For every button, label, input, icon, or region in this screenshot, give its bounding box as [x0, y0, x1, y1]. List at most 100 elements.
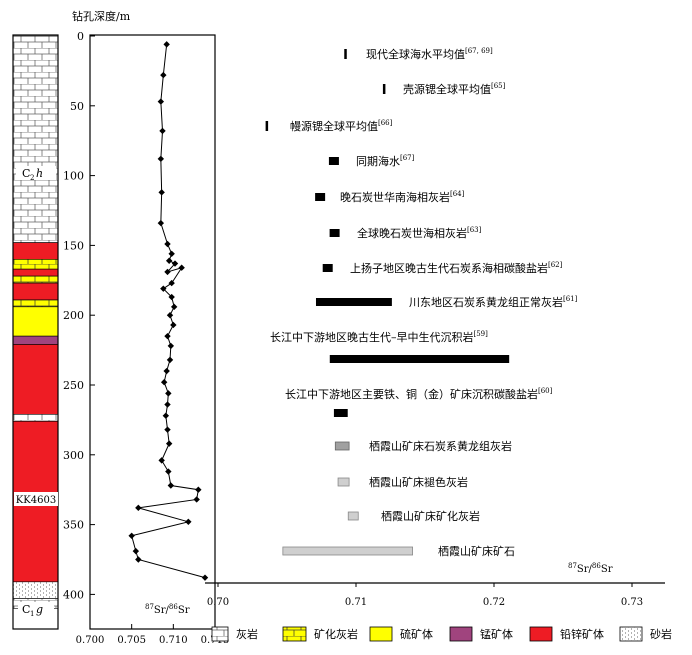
- profile-x-tick-label: 0.705: [117, 635, 146, 646]
- range-bar: [315, 193, 326, 201]
- sr-data-point: [159, 127, 166, 135]
- layer-mineralized-limestone: [12, 275, 59, 284]
- layer-pyrite-ore: [12, 306, 59, 337]
- range-bar: [322, 264, 333, 272]
- sr-data-point: [162, 412, 170, 419]
- depth-axis-title: 钻孔深度/m: [72, 9, 131, 23]
- borehole-id: KK4603: [16, 495, 56, 506]
- legend-swatch-lead-zinc-ore: [529, 626, 553, 642]
- sr-data-point: [185, 518, 192, 526]
- depth-tick-label: 400: [63, 588, 84, 601]
- range-bar: [315, 298, 392, 306]
- range-bars: [265, 49, 510, 556]
- range-bar: [337, 477, 350, 487]
- layer-lead-zinc-ore: [12, 344, 59, 415]
- sr-data-point: [193, 496, 200, 503]
- sr-data-point: [157, 219, 165, 227]
- borehole-label: KK4603: [14, 492, 58, 506]
- ranges-x-tick-label: 0.73: [621, 597, 643, 608]
- formation-upper-letter: C: [22, 167, 30, 180]
- ranges-x-tick-label: 0.70: [207, 597, 229, 608]
- sr-data-point: [165, 390, 172, 397]
- range-label: 壳源锶全球平均值[65]: [403, 82, 506, 96]
- range-bar: [265, 121, 269, 131]
- sr-data-point: [167, 482, 175, 489]
- sr-data-point: [171, 260, 179, 267]
- sr-data-point: [128, 532, 135, 539]
- sr-data-point: [168, 293, 175, 301]
- profile-x-tick-label: 0.710: [159, 635, 188, 646]
- range-label: 上扬子地区晚古生代石炭系海相碳酸盐岩[62]: [350, 261, 563, 275]
- legend-label: 铅锌矿体: [560, 627, 604, 641]
- sr-data-point: [178, 264, 185, 271]
- layer-mineralized-limestone: [12, 299, 59, 308]
- layer-lead-zinc-ore: [12, 282, 59, 301]
- sr-data-point: [157, 155, 165, 163]
- range-label: 晚石炭世华南海相灰岩[64]: [340, 190, 465, 204]
- legend-swatch-sandstone: [619, 626, 643, 642]
- sr-data-point: [166, 356, 174, 364]
- range-label: 栖霞山矿床矿化灰岩: [381, 509, 480, 523]
- layer-limestone: [12, 414, 59, 422]
- legend-swatch-pyrite-ore: [369, 626, 393, 642]
- sr-data-point: [164, 426, 171, 433]
- formation-lower-letter: C: [22, 603, 30, 616]
- sr-data-point: [166, 312, 174, 319]
- sr-data-point: [135, 556, 142, 563]
- sr-data-point: [165, 257, 173, 264]
- range-label: 栖霞山矿床矿石: [438, 544, 515, 558]
- legend-label: 矿化灰岩: [314, 627, 358, 641]
- sr-data-point: [164, 268, 171, 276]
- range-label: 全球晚石炭世海相灰岩[63]: [357, 226, 482, 240]
- legend-swatch-limestone: [211, 626, 229, 642]
- range-bar: [329, 229, 340, 237]
- layer-lead-zinc-ore: [12, 268, 59, 277]
- sr-data-point: [170, 303, 178, 311]
- sr-data-point: [158, 457, 165, 464]
- sr-depth-profile: 0 50 100 150 200 250 300 350 400 0.700 0.705 0.710…: [63, 30, 229, 646]
- sr-data-point: [158, 189, 165, 196]
- range-bar: [334, 441, 350, 451]
- formation-lower-sub: 1: [30, 610, 34, 618]
- depth-tick-label: 150: [63, 239, 84, 252]
- sr-data-point: [165, 468, 172, 475]
- lithology-legend: 灰岩 矿化灰岩 硫矿体 锰矿体 铅锌矿体 砂岩: [211, 626, 672, 642]
- sr-data-point: [195, 486, 202, 493]
- profile-x-tick-label: 0.700: [76, 635, 105, 646]
- formation-lower-suffix: g: [36, 603, 43, 616]
- ranges-x-tick-label: 0.71: [345, 597, 367, 608]
- profile-x-label: 87Sr/86Sr: [145, 603, 190, 616]
- depth-axis: 0 50 100 150 200 250 300 350 400: [63, 30, 95, 601]
- range-label: 栖霞山矿床褪色灰岩: [369, 475, 468, 489]
- range-bar: [329, 355, 510, 363]
- sr-depth-points: [128, 41, 209, 581]
- range-bar: [333, 409, 348, 417]
- sr-data-point: [165, 440, 173, 447]
- sr-comparison-ranges: 0.70 0.71 0.72 0.73 现代全球海水平均值[67, 69] 壳源锶全球平…: [205, 47, 665, 608]
- depth-tick-label: 100: [63, 170, 84, 183]
- legend-label: 锰矿体: [480, 627, 513, 641]
- range-bar: [344, 49, 347, 59]
- range-label: 川东地区石炭系黄龙组正常灰岩[61]: [409, 295, 578, 309]
- layer-limestone: [12, 35, 59, 243]
- range-label: 长江中下游地区主要铁、铜（金）矿床沉积碳酸盐岩[60]: [285, 387, 553, 401]
- layer-lead-zinc-ore: [12, 242, 59, 260]
- sr-data-point: [163, 41, 170, 48]
- sr-data-point: [167, 342, 175, 350]
- range-label: 同期海水[67]: [356, 154, 415, 168]
- ranges-x-label: 87Sr/86Sr: [568, 562, 613, 575]
- sr-data-point: [164, 332, 171, 340]
- column-frame: [12, 34, 59, 630]
- lithology-column: 钻孔深度/m C 2 h KK4603 C 1 g: [12, 9, 131, 630]
- legend-swatch-manganese-ore: [449, 626, 473, 642]
- sr-depth-line: [131, 44, 206, 579]
- sr-data-point: [163, 367, 170, 375]
- range-bar: [382, 84, 386, 94]
- ranges-x-tick-label: 0.72: [483, 597, 505, 608]
- depth-tick-label: 200: [63, 309, 84, 322]
- range-bar: [282, 546, 413, 556]
- lithology-layers: [12, 35, 59, 609]
- depth-tick-label: 350: [63, 519, 84, 532]
